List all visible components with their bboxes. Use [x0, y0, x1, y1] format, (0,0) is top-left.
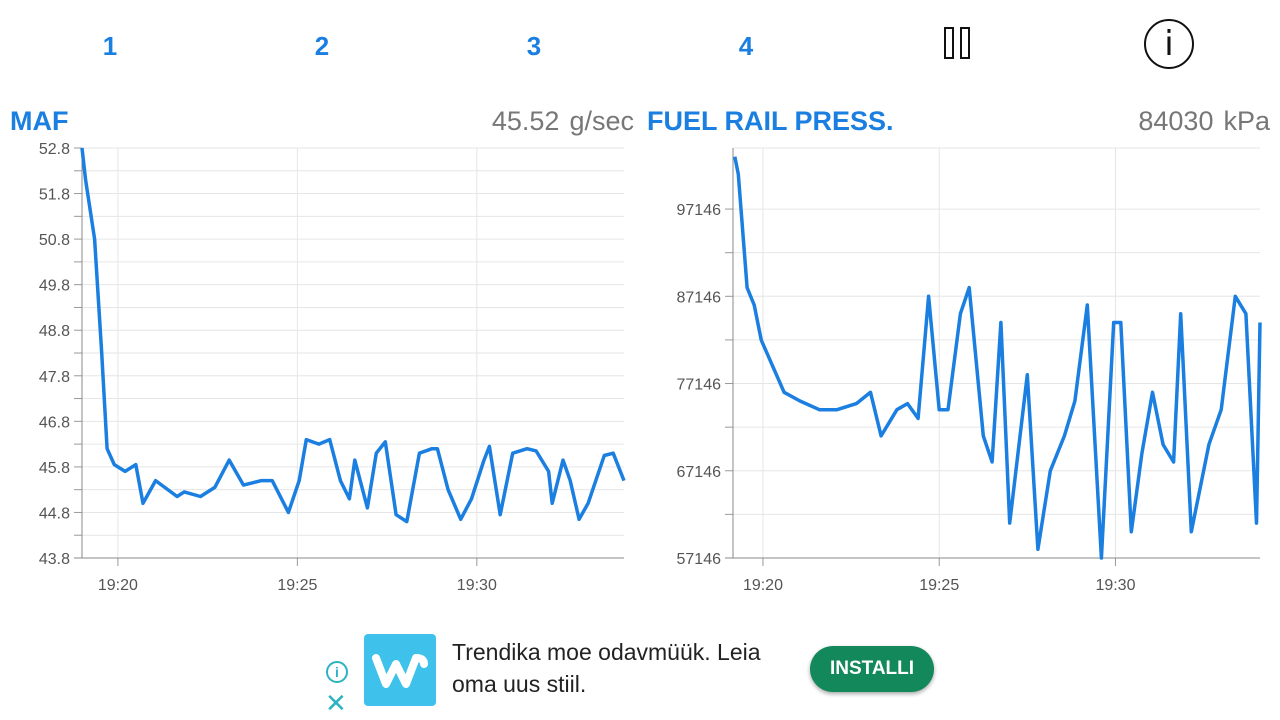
fuel-rail-title: FUEL RAIL PRESS. — [647, 106, 894, 136]
ad-info-icon[interactable]: i — [326, 661, 348, 683]
ad-banner[interactable]: i ✕ Trendika moe odavmüük. Leia oma uus … — [320, 626, 960, 716]
ad-close-icon[interactable]: ✕ — [325, 688, 347, 718]
x-tick-label: 19:30 — [1095, 577, 1135, 594]
maf-value: 45.52 — [491, 106, 560, 136]
maf-title: MAF — [10, 106, 69, 136]
y-tick-label: 97146 — [677, 202, 722, 219]
series-line — [733, 156, 1262, 560]
pause-icon[interactable] — [943, 26, 973, 62]
ad-text: Trendika moe odavmüük. Leia oma uus stii… — [452, 639, 761, 697]
wish-logo-icon[interactable] — [364, 634, 436, 706]
y-tick-label: 77146 — [677, 377, 722, 394]
x-tick-label: 19:20 — [743, 577, 783, 594]
y-tick-label: 52.8 — [39, 141, 70, 158]
fuel-rail-chart: 97146 87146 77146 67146 57146 19:20 19:25 19:30 — [677, 147, 1262, 594]
tab-2[interactable]: 2 — [314, 31, 330, 61]
y-tick-label: 50.8 — [39, 232, 70, 249]
maf-unit: g/sec — [569, 106, 634, 136]
y-tick-label: 47.8 — [39, 369, 70, 386]
y-tick-label: 49.8 — [39, 278, 70, 295]
y-tick-label: 44.8 — [39, 505, 70, 522]
install-button[interactable]: INSTALLI — [810, 646, 934, 692]
y-tick-label: 48.8 — [39, 323, 70, 340]
y-tick-label: 45.8 — [39, 460, 70, 477]
tab-4[interactable]: 4 — [738, 31, 754, 61]
x-tick-label: 19:25 — [919, 577, 959, 594]
maf-chart: 52.8 51.8 50.8 49.8 48.8 47.8 46.8 45.8 44.8 43.8… — [39, 141, 626, 594]
series-line — [80, 147, 626, 524]
y-tick-label: 51.8 — [39, 187, 70, 204]
tab-1[interactable]: 1 — [102, 31, 118, 61]
y-tick-label: 57146 — [677, 551, 722, 568]
y-tick-label: 43.8 — [39, 551, 70, 568]
fuel-rail-value-readout: 84030 kPa — [1060, 104, 1270, 138]
info-icon[interactable]: i — [1144, 19, 1194, 69]
maf-value-readout: 45.52 g/sec — [440, 104, 634, 138]
tab-3[interactable]: 3 — [526, 31, 542, 61]
y-tick-label: 87146 — [677, 289, 722, 306]
tab-bar: 1 2 3 4 i — [0, 0, 1280, 90]
y-tick-label: 67146 — [677, 464, 722, 481]
x-tick-label: 19:25 — [277, 577, 317, 594]
fuel-rail-unit: kPa — [1223, 106, 1270, 136]
x-tick-label: 19:20 — [98, 577, 138, 594]
x-tick-label: 19:30 — [457, 577, 497, 594]
fuel-rail-value: 84030 — [1138, 106, 1214, 136]
y-tick-label: 46.8 — [39, 414, 70, 431]
